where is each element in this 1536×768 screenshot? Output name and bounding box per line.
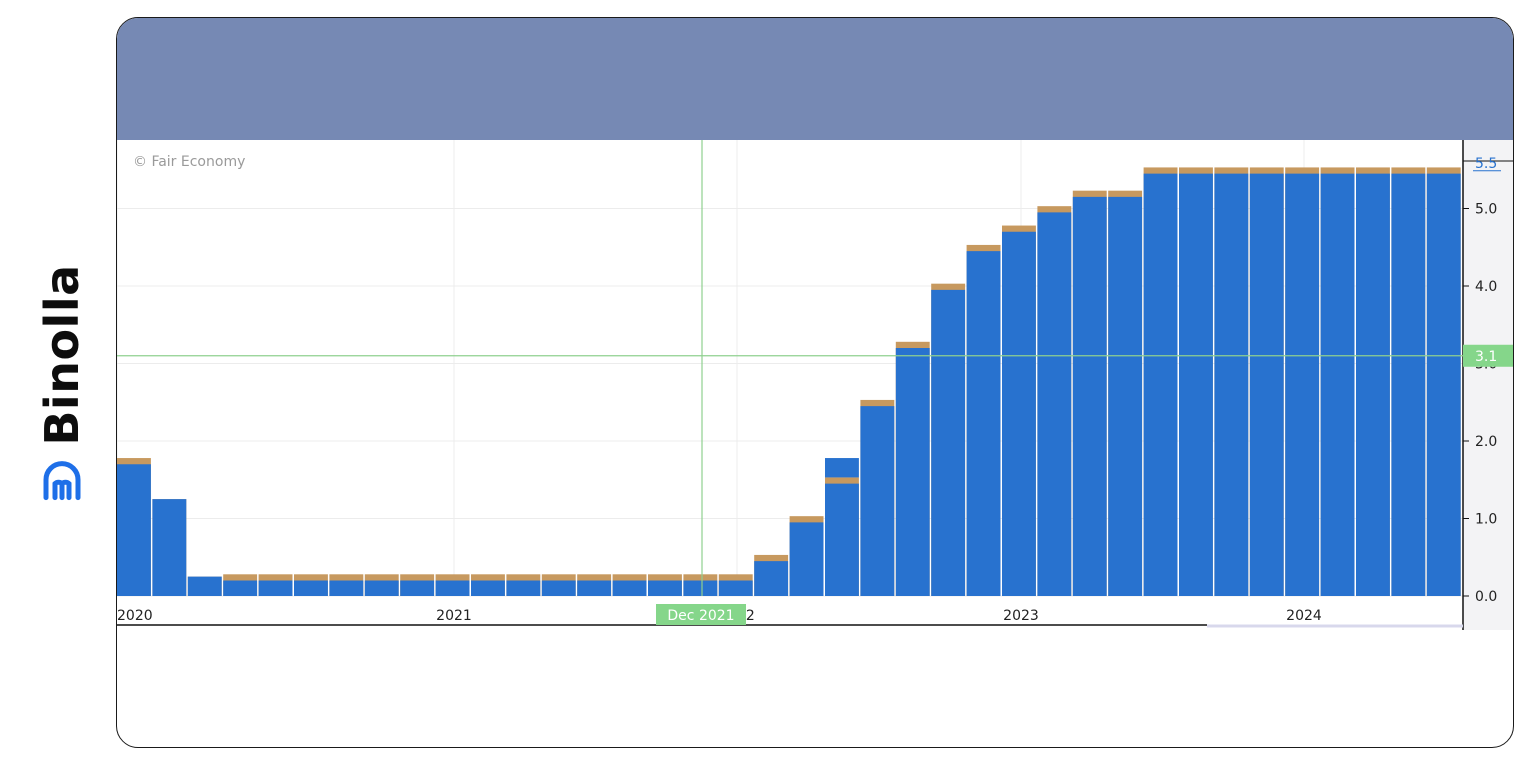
bar [754, 561, 789, 596]
bar [506, 580, 541, 596]
interest-rate-chart[interactable]: © Fair Economy 0.01.02.03.04.05.0 202020… [117, 18, 1513, 747]
bar [1285, 173, 1320, 596]
bar [1356, 173, 1390, 596]
bar [117, 464, 151, 596]
bar [294, 580, 328, 596]
bar [364, 580, 399, 596]
binolla-logo-icon [43, 461, 81, 501]
y-tick-label: 1.0 [1475, 512, 1497, 528]
x-tick-label: 2021 [436, 608, 472, 624]
bar [1143, 173, 1178, 596]
crosshair: Dec 2021 3.1 [117, 140, 1513, 625]
bar [1108, 196, 1143, 596]
bar [1037, 212, 1072, 596]
bar [1391, 173, 1426, 596]
bar [860, 406, 895, 596]
bar [1249, 173, 1284, 596]
y-tick-label: 0.0 [1475, 589, 1497, 605]
bar [718, 580, 753, 596]
bar [1072, 196, 1107, 596]
bar [931, 289, 966, 596]
y-tick-label: 5.0 [1475, 202, 1497, 218]
y-tick-label: 4.0 [1475, 279, 1497, 295]
bar [895, 348, 930, 596]
bar [1320, 173, 1355, 596]
bar [683, 580, 718, 596]
bar-overlap [825, 458, 859, 478]
bar [1214, 173, 1249, 596]
bar [648, 580, 682, 596]
crosshair-x-badge [656, 604, 746, 625]
bar [152, 499, 187, 596]
crosshair-y-label: 3.1 [1475, 349, 1497, 365]
x-tick-label: 2023 [1003, 608, 1039, 624]
watermark: © Fair Economy [133, 154, 245, 170]
bar [471, 580, 505, 596]
bar [223, 580, 258, 596]
bar [435, 580, 470, 596]
bar [825, 483, 859, 596]
crosshair-x-label: Dec 2021 [667, 608, 734, 624]
crosshair-y-badge [1463, 344, 1513, 367]
bar [966, 251, 1001, 596]
brand-name: Binolla [35, 264, 89, 446]
bar [612, 580, 647, 596]
last-value-marker: 5.5 [1473, 156, 1501, 172]
bar [258, 580, 293, 596]
bar [187, 576, 222, 596]
bar [400, 580, 435, 596]
bar [329, 580, 364, 596]
bar [1426, 173, 1461, 596]
x-tick-label: 2020 [117, 608, 153, 624]
y-axis-panel [1463, 140, 1513, 630]
y-tick-label: 2.0 [1475, 434, 1497, 450]
bar [789, 522, 824, 596]
bar [1002, 231, 1036, 596]
series-main-bars [117, 173, 1461, 596]
brand-sidebar: Binolla [0, 0, 116, 768]
chart-header-banner [117, 18, 1513, 140]
bar [541, 580, 576, 596]
brand-lockup: Binolla [35, 264, 89, 503]
x-tick-label: 2024 [1286, 608, 1322, 624]
last-value-label: 5.5 [1475, 156, 1497, 172]
bar [1179, 173, 1213, 596]
bar [577, 580, 612, 596]
chart-card: © Fair Economy 0.01.02.03.04.05.0 202020… [116, 17, 1514, 748]
